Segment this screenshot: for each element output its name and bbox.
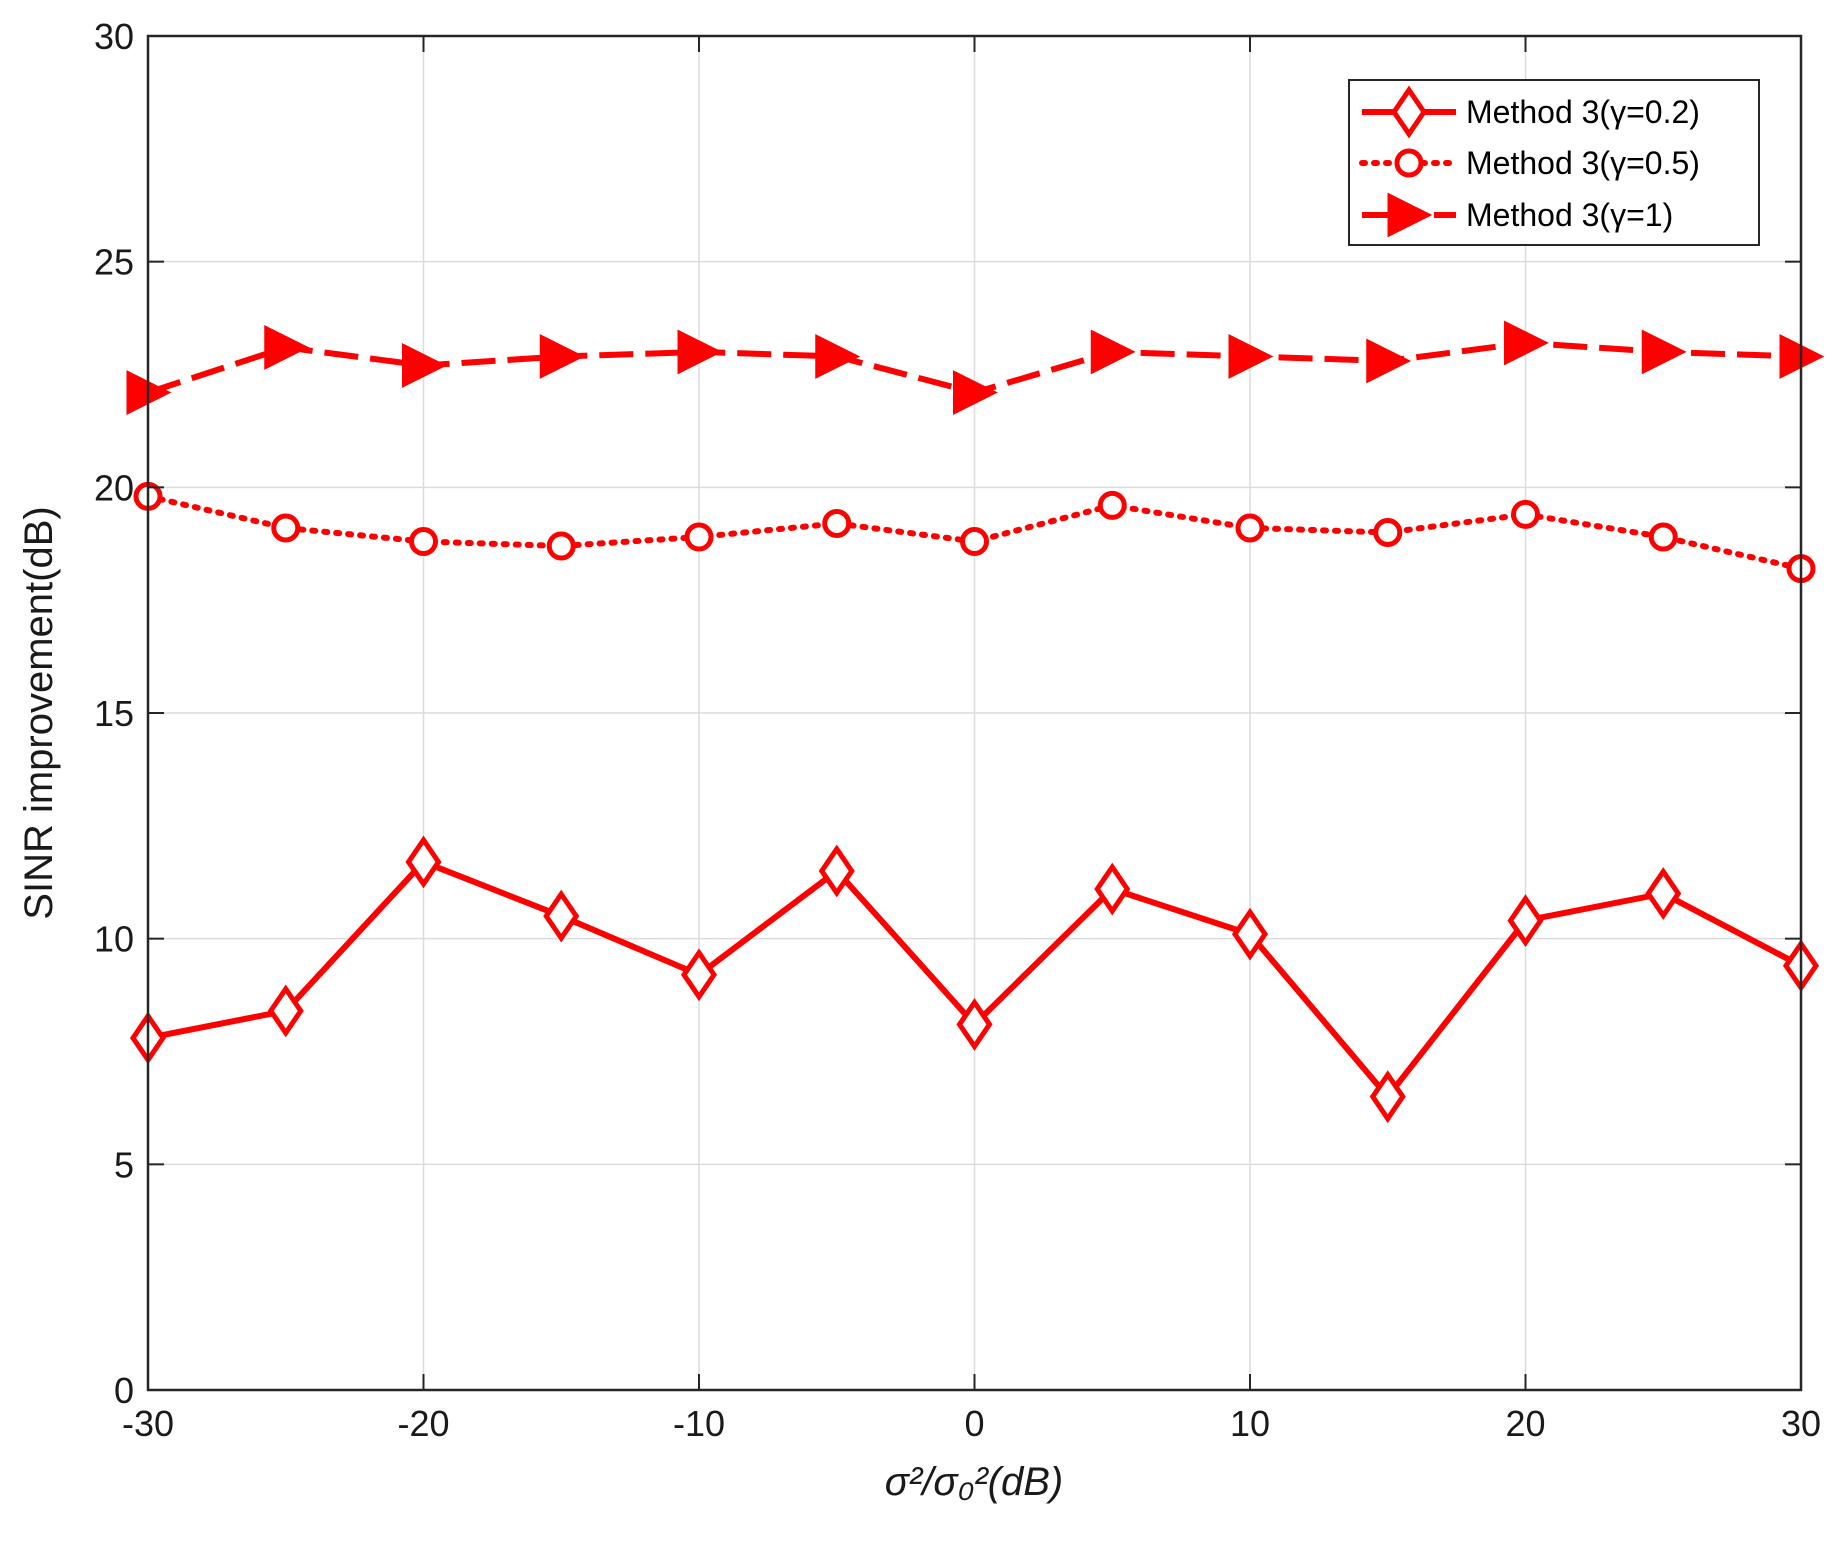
legend-label: Method 3(γ=1): [1466, 197, 1673, 233]
series-layer: [126, 320, 1825, 1124]
x-tick-label: 20: [1505, 1403, 1545, 1444]
data-point: [543, 889, 580, 943]
data-point: [818, 844, 855, 898]
data-point: [405, 835, 442, 889]
data-point: [1090, 329, 1136, 375]
legend-entry: Method 3(γ=0.2): [1362, 85, 1700, 139]
data-point: [677, 329, 723, 375]
data-point: [1231, 907, 1269, 961]
y-tick-label: 5: [114, 1144, 134, 1185]
data-point: [953, 370, 998, 415]
data-point: [1094, 862, 1131, 916]
series-1: [129, 835, 1820, 1124]
y-tick-label: 10: [94, 919, 134, 960]
data-point: [539, 334, 585, 379]
y-tick-label: 30: [94, 16, 134, 57]
data-point: [1373, 517, 1403, 547]
data-point: [1511, 499, 1540, 529]
legend-marker: [1390, 85, 1428, 139]
data-point: [956, 997, 993, 1051]
data-point: [960, 526, 989, 556]
data-point: [822, 508, 852, 538]
data-point: [1235, 513, 1265, 543]
y-tick-label: 20: [94, 467, 134, 508]
series-2: [133, 481, 1816, 584]
legend-entry: Method 3(γ=1): [1362, 192, 1673, 238]
data-point: [1504, 320, 1549, 366]
data-point: [1507, 894, 1544, 948]
data-point: [680, 948, 718, 1002]
legend-marker: [1387, 192, 1433, 238]
data-point: [1366, 338, 1412, 384]
data-point: [684, 522, 714, 552]
y-tick-label: 0: [114, 1370, 134, 1411]
data-point: [1641, 329, 1687, 375]
data-point: [271, 513, 301, 543]
data-point: [264, 324, 310, 370]
x-tick-label: -10: [673, 1403, 725, 1444]
y-tick-label: 25: [94, 242, 134, 283]
data-point: [409, 526, 438, 556]
data-point: [1228, 334, 1274, 379]
legend-entry: Method 3(γ=0.5): [1359, 145, 1700, 181]
data-point: [1369, 1070, 1406, 1124]
x-tick-label: 30: [1781, 1403, 1821, 1444]
ticks: -30 -20 -10 0 10 20 30 0 5 10 15 20 25 30: [94, 16, 1821, 1444]
x-tick-label: -30: [122, 1403, 174, 1444]
y-axis-label: SINR improvement(dB): [17, 506, 61, 919]
data-point: [1648, 522, 1678, 552]
legend-label: Method 3(γ=0.2): [1466, 94, 1700, 130]
legend-label: Method 3(γ=0.5): [1466, 145, 1700, 181]
series-3: [126, 320, 1825, 415]
x-axis-label: σ²/σ₀²(dB): [885, 1460, 1063, 1504]
data-point: [402, 343, 447, 388]
data-point: [1645, 867, 1682, 920]
x-tick-label: 0: [964, 1403, 984, 1444]
legend: Method 3(γ=0.2) Method 3(γ=0.5) Method 3(γ…: [1348, 79, 1760, 246]
x-tick-label: 10: [1230, 1403, 1270, 1444]
y-tick-label: 15: [94, 693, 134, 734]
data-point: [815, 334, 861, 379]
data-point: [546, 531, 576, 561]
data-point: [267, 984, 304, 1038]
x-tick-label: -20: [397, 1403, 449, 1444]
data-point: [1097, 490, 1127, 520]
legend-marker: [1394, 148, 1424, 178]
